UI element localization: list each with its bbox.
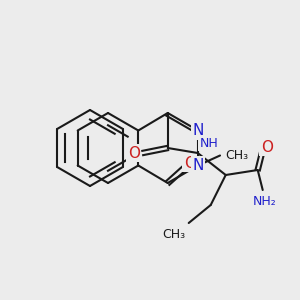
Text: NH: NH <box>200 137 218 150</box>
Text: NH₂: NH₂ <box>253 195 277 208</box>
Text: CH₃: CH₃ <box>225 149 248 162</box>
Text: O: O <box>128 146 140 160</box>
Text: O: O <box>261 140 273 154</box>
Text: O: O <box>184 155 196 170</box>
Text: N: N <box>192 123 204 138</box>
Text: CH₃: CH₃ <box>163 228 186 241</box>
Text: N: N <box>192 158 204 173</box>
